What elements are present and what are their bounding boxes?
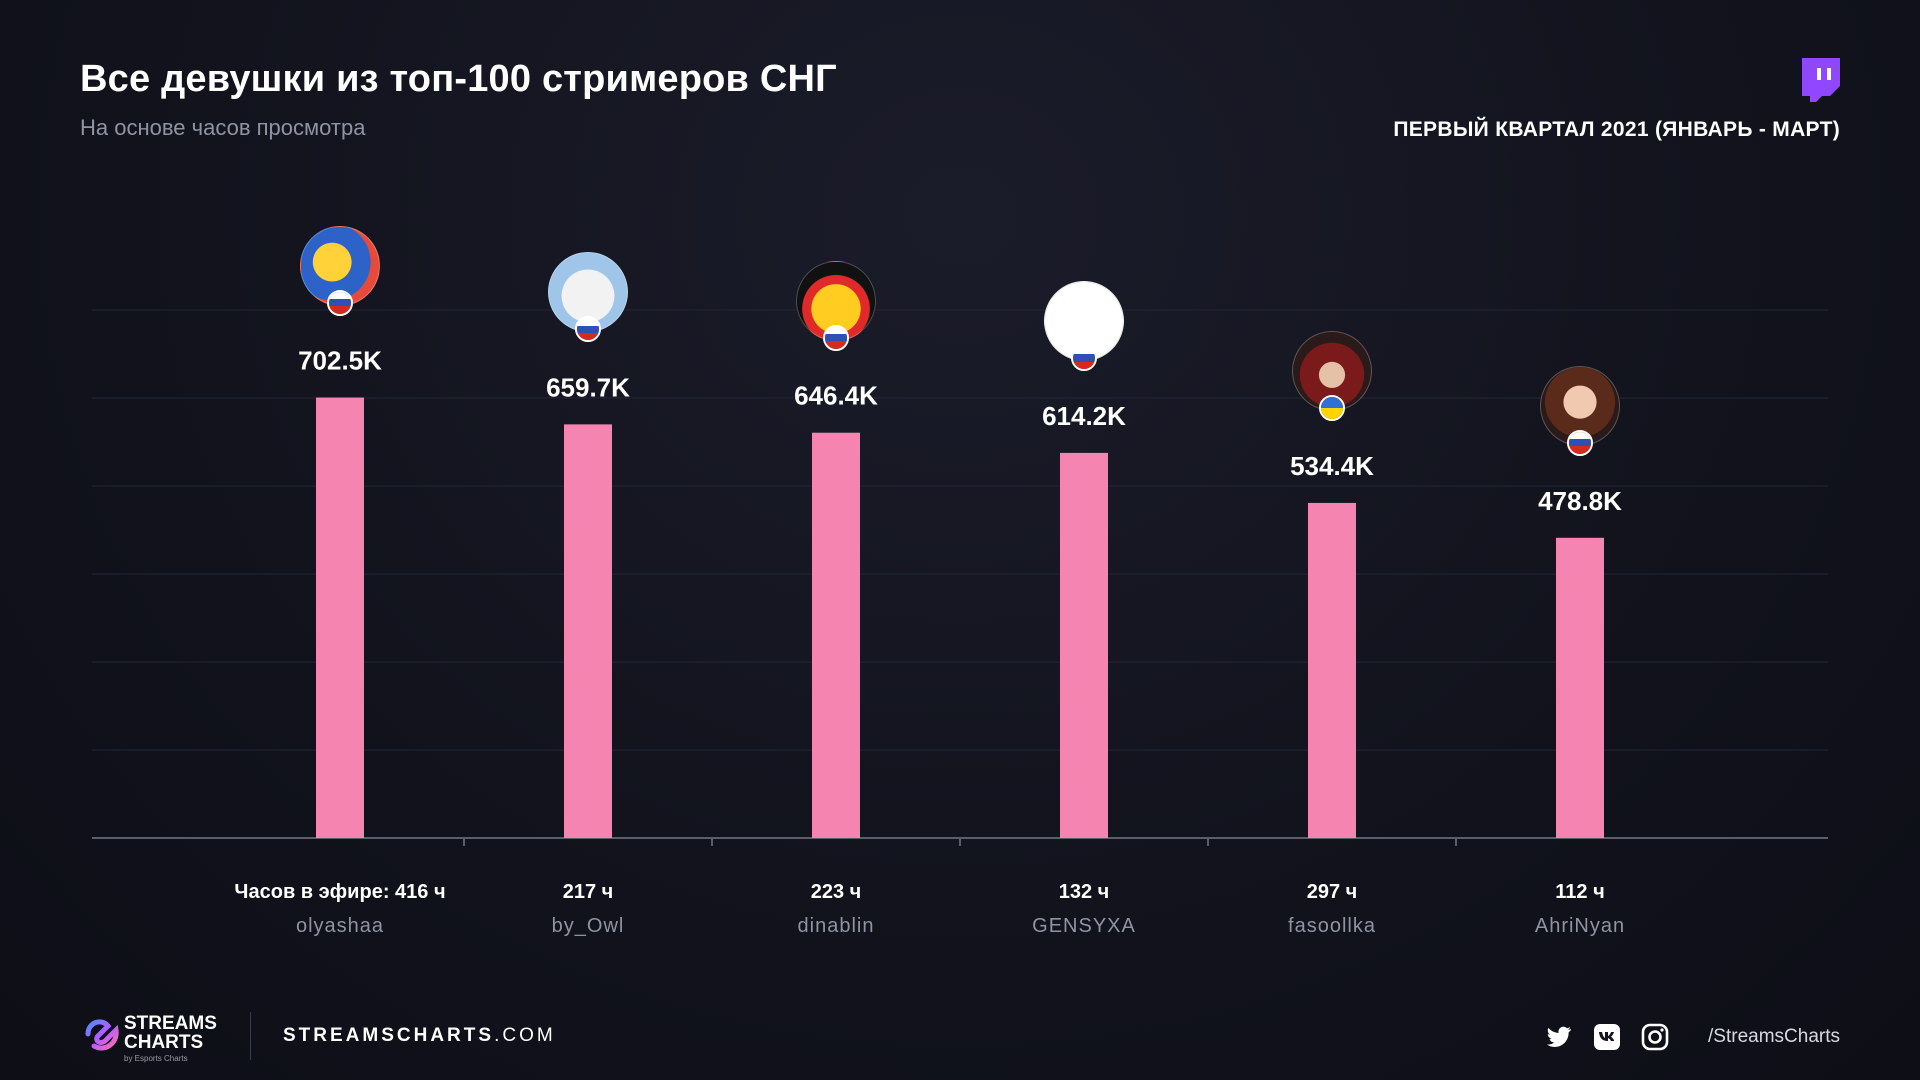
airtime-label: Часов в эфире: 416 ч (234, 881, 445, 903)
avatar-fasoollka[interactable] (1292, 330, 1372, 427)
category-label: fasoollka (1288, 915, 1376, 937)
page-subtitle: На основе часов просмотра (80, 115, 366, 140)
flag-ru-icon (823, 324, 849, 351)
streamscharts-logo-icon[interactable] (80, 1012, 124, 1056)
avatar-olyashaa[interactable] (300, 225, 380, 322)
brand-name: STREAMS CHARTS (124, 1014, 217, 1052)
social-handle[interactable]: /StreamsCharts (1708, 1026, 1840, 1047)
vk-icon[interactable] (1592, 1022, 1622, 1052)
site-bold: STREAMSCHARTS (283, 1025, 495, 1046)
category-label: by_Owl (552, 915, 625, 937)
value-label: 614.2K (1042, 401, 1126, 431)
category-label: AhriNyan (1535, 915, 1625, 937)
flag-stripe (577, 333, 599, 341)
brand-line-2: CHARTS (124, 1032, 204, 1053)
instagram-icon[interactable] (1640, 1022, 1670, 1052)
flag-stripe (329, 306, 351, 314)
airtime-label: 217 ч (563, 881, 614, 903)
flag-stripe (1073, 346, 1095, 355)
twitch-icon (1802, 58, 1840, 102)
flag-ru-icon (1071, 344, 1097, 371)
airtime-label: 223 ч (811, 881, 862, 903)
flag-stripe (825, 334, 847, 342)
avatar-AhriNyan[interactable] (1540, 365, 1620, 462)
site-rest: .COM (494, 1025, 556, 1046)
bar-AhriNyan (1556, 537, 1604, 838)
value-label: 534.4K (1290, 451, 1374, 481)
period-label: ПЕРВЫЙ КВАРТАЛ 2021 (ЯНВАРЬ - МАРТ) (1393, 118, 1840, 141)
avatar-dinablin[interactable] (796, 260, 876, 357)
avatar-GENSYXA[interactable] (1044, 280, 1124, 377)
value-label: 478.8K (1538, 486, 1622, 516)
category-label: dinablin (798, 915, 875, 937)
brand-sub: by Esports Charts (124, 1054, 188, 1063)
flag-ua-icon (1319, 394, 1345, 421)
flag-stripe (825, 341, 847, 349)
flag-stripe (329, 291, 351, 299)
value-label: 702.5K (298, 346, 382, 376)
flag-ru-icon (327, 289, 353, 316)
twitter-icon[interactable] (1544, 1022, 1574, 1052)
flag-stripe (1321, 396, 1343, 408)
flag-stripe (1569, 439, 1591, 447)
flag-stripe (577, 318, 599, 326)
bar-chart: 702.5K Часов в эфире: 416 ч olyashaa 659.7K… (92, 309, 1828, 937)
avatar-by_Owl[interactable] (548, 252, 628, 348)
brand-line-1: STREAMS (124, 1013, 217, 1034)
bar-fasoollka (1308, 502, 1356, 838)
airtime-label: 112 ч (1555, 881, 1604, 903)
flag-ru-icon (1567, 429, 1593, 456)
flag-stripe (1569, 431, 1591, 440)
airtime-label: 132 ч (1059, 881, 1110, 903)
flag-stripe (329, 298, 351, 307)
flag-ru-icon (575, 316, 601, 343)
footer-divider (250, 1012, 251, 1060)
bar-GENSYXA (1060, 452, 1108, 838)
flag-stripe (1569, 446, 1591, 454)
flag-stripe (577, 325, 599, 334)
value-label: 646.4K (794, 381, 878, 411)
page-title: Все девушки из топ-100 стримеров СНГ (80, 58, 837, 100)
flag-stripe (1073, 361, 1095, 369)
airtime-label: 297 ч (1307, 881, 1358, 903)
category-label: GENSYXA (1032, 915, 1136, 937)
bar-dinablin (812, 432, 860, 838)
bar-olyashaa (316, 397, 364, 838)
flag-stripe (1321, 407, 1343, 419)
value-label: 659.7K (546, 372, 630, 402)
flag-stripe (825, 326, 847, 335)
category-label: olyashaa (296, 915, 384, 937)
flag-stripe (1073, 354, 1095, 362)
bar-by_Owl (564, 424, 612, 838)
site-link[interactable]: STREAMSCHARTS.COM (283, 1025, 556, 1047)
